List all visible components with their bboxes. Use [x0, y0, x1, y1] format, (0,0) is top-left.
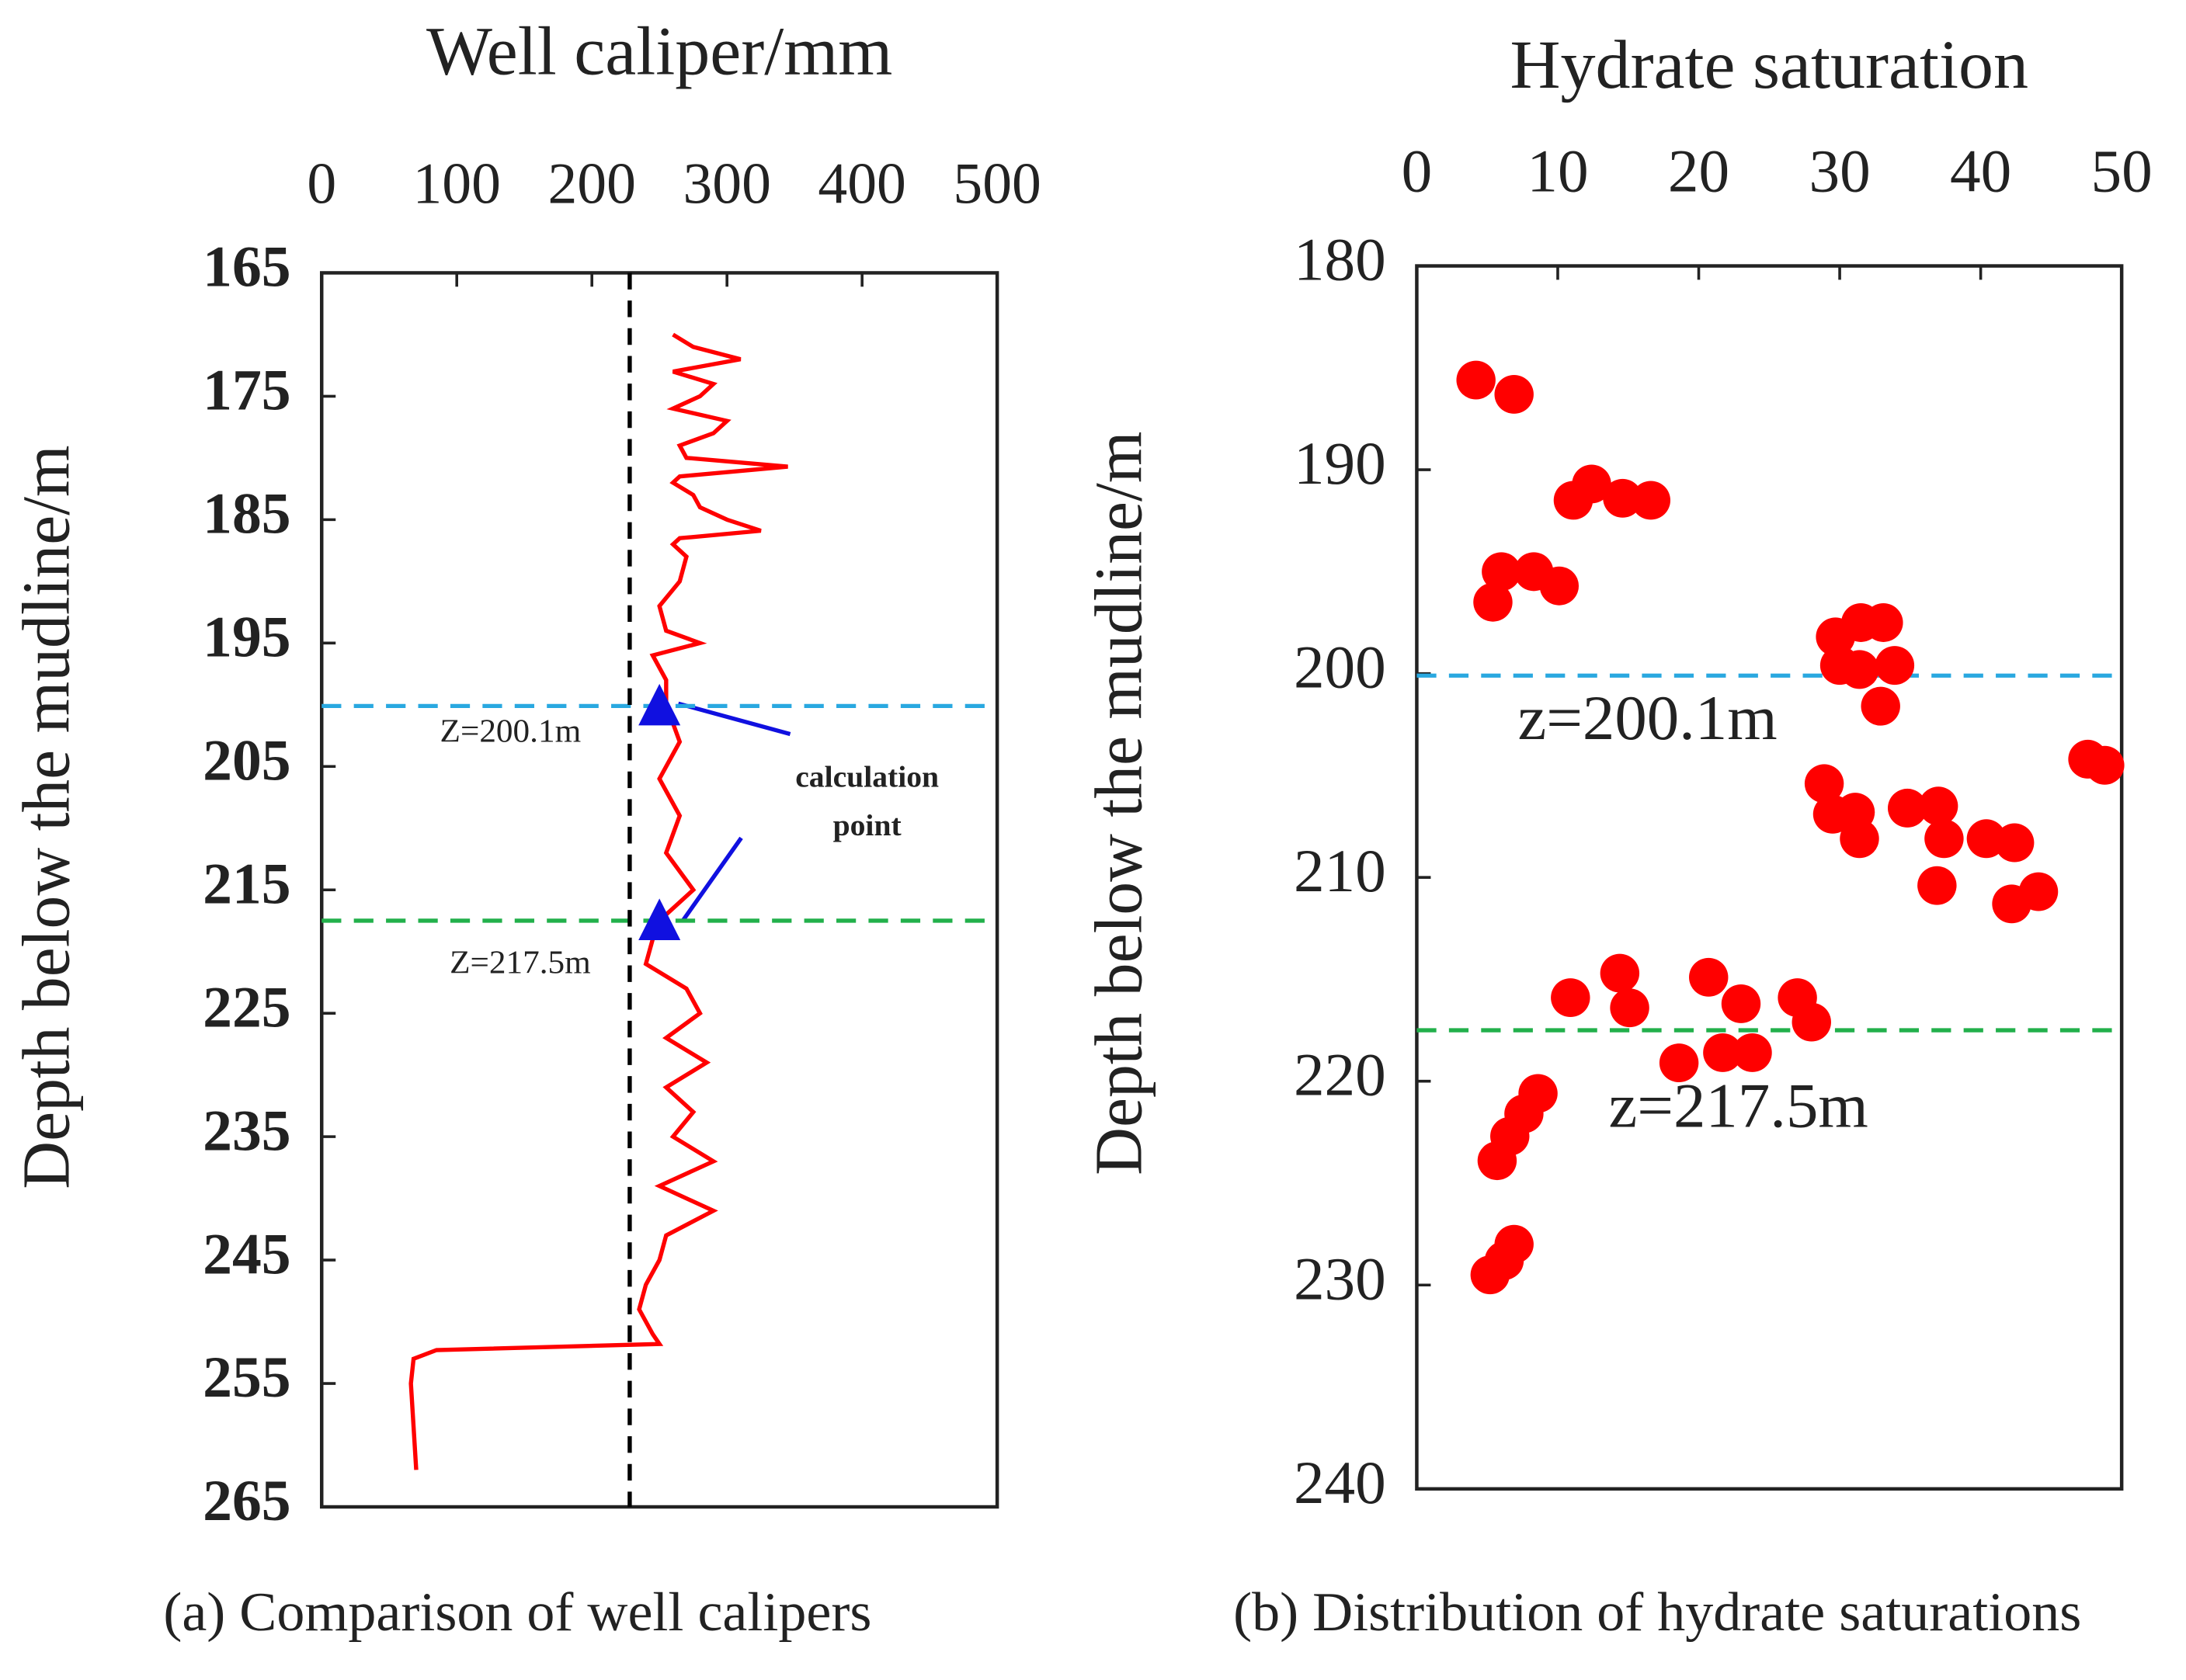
- point: [1840, 650, 1879, 689]
- point: [2085, 745, 2125, 785]
- y-tick-label: 190: [1294, 430, 1386, 498]
- x-tick-label: 30: [1809, 138, 1870, 206]
- arrow: [680, 836, 743, 922]
- reference-label: z=217.5m: [1609, 1071, 1868, 1141]
- point: [1539, 566, 1580, 606]
- x-tick-label: 300: [683, 152, 770, 217]
- y-tick-label: 180: [1294, 227, 1386, 294]
- y-tick-label: 210: [1294, 838, 1386, 906]
- point: [1600, 953, 1640, 993]
- y-tick-label: 255: [203, 1346, 290, 1411]
- caption: (a) Comparison of well calipers: [163, 1581, 871, 1643]
- plot-frame: [319, 271, 999, 1509]
- point: [1861, 686, 1900, 726]
- y-tick-label: 185: [203, 482, 290, 547]
- point: [1887, 788, 1927, 828]
- y-axis-title: Depth below the mudline/m: [1081, 432, 1156, 1175]
- point: [1473, 582, 1513, 622]
- x-tick-label: 0: [1402, 138, 1433, 206]
- calculation-point: [638, 683, 681, 726]
- calculation-point: [638, 898, 681, 940]
- point: [1994, 823, 2035, 863]
- point: [1631, 481, 1671, 520]
- reference-label: Z=217.5m: [450, 944, 591, 981]
- point: [1721, 984, 1761, 1023]
- plot-frame: [1415, 264, 2124, 1491]
- x-axis-title: Well caliper/mm: [426, 13, 892, 90]
- point: [1659, 1043, 1699, 1083]
- point: [1689, 957, 1729, 997]
- y-tick-label: 235: [203, 1099, 290, 1164]
- x-tick-label: 400: [818, 152, 905, 217]
- point: [1551, 978, 1590, 1018]
- caption: (b) Distribution of hydrate saturations: [1233, 1581, 2081, 1643]
- point: [1804, 764, 1844, 804]
- x-axis-title: Hydrate saturation: [1510, 27, 2029, 104]
- reference-label: Z=200.1m: [440, 713, 582, 750]
- point: [1918, 786, 1958, 826]
- y-tick-label: 215: [203, 852, 290, 917]
- point: [1603, 478, 1642, 518]
- point: [1792, 1002, 1831, 1042]
- y-tick-label: 240: [1294, 1449, 1386, 1517]
- x-tick-label: 40: [1950, 138, 2011, 206]
- y-tick-label: 165: [203, 235, 290, 300]
- point: [1924, 819, 1964, 859]
- point: [1864, 603, 1903, 642]
- point: [1840, 819, 1879, 859]
- point: [1610, 988, 1649, 1028]
- x-tick-label: 100: [412, 152, 500, 217]
- point: [1992, 884, 2031, 924]
- point: [1456, 360, 1496, 400]
- x-tick-label: 200: [547, 152, 635, 217]
- y-tick-label: 205: [203, 729, 290, 793]
- annotation: calculation: [795, 760, 939, 794]
- y-tick-label: 245: [203, 1223, 290, 1287]
- point: [1482, 552, 1521, 592]
- y-tick-label: 265: [203, 1470, 290, 1534]
- y-tick-label: 200: [1294, 634, 1386, 702]
- x-tick-label: 0: [307, 152, 336, 217]
- annotation: point: [833, 808, 902, 842]
- point: [1572, 464, 1611, 504]
- y-axis-title: Depth below the mudline/m: [9, 445, 83, 1189]
- reference-label: z=200.1m: [1517, 682, 1777, 753]
- x-tick-label: 10: [1527, 138, 1588, 206]
- point: [1917, 866, 1957, 905]
- x-tick-label: 50: [2091, 138, 2153, 206]
- caliper-line: [408, 332, 788, 1470]
- y-tick-label: 195: [203, 606, 290, 670]
- y-tick-label: 220: [1294, 1042, 1386, 1109]
- y-tick-label: 225: [203, 976, 290, 1040]
- point: [1470, 1255, 1510, 1295]
- y-tick-label: 175: [203, 359, 290, 423]
- point: [1494, 374, 1534, 414]
- point: [1477, 1141, 1517, 1181]
- x-tick-label: 500: [953, 152, 1041, 217]
- arrow: [677, 701, 791, 737]
- point: [1732, 1033, 1772, 1072]
- y-tick-label: 230: [1294, 1246, 1386, 1314]
- point: [1703, 1033, 1743, 1072]
- point: [1875, 646, 1915, 686]
- x-tick-label: 20: [1668, 138, 1729, 206]
